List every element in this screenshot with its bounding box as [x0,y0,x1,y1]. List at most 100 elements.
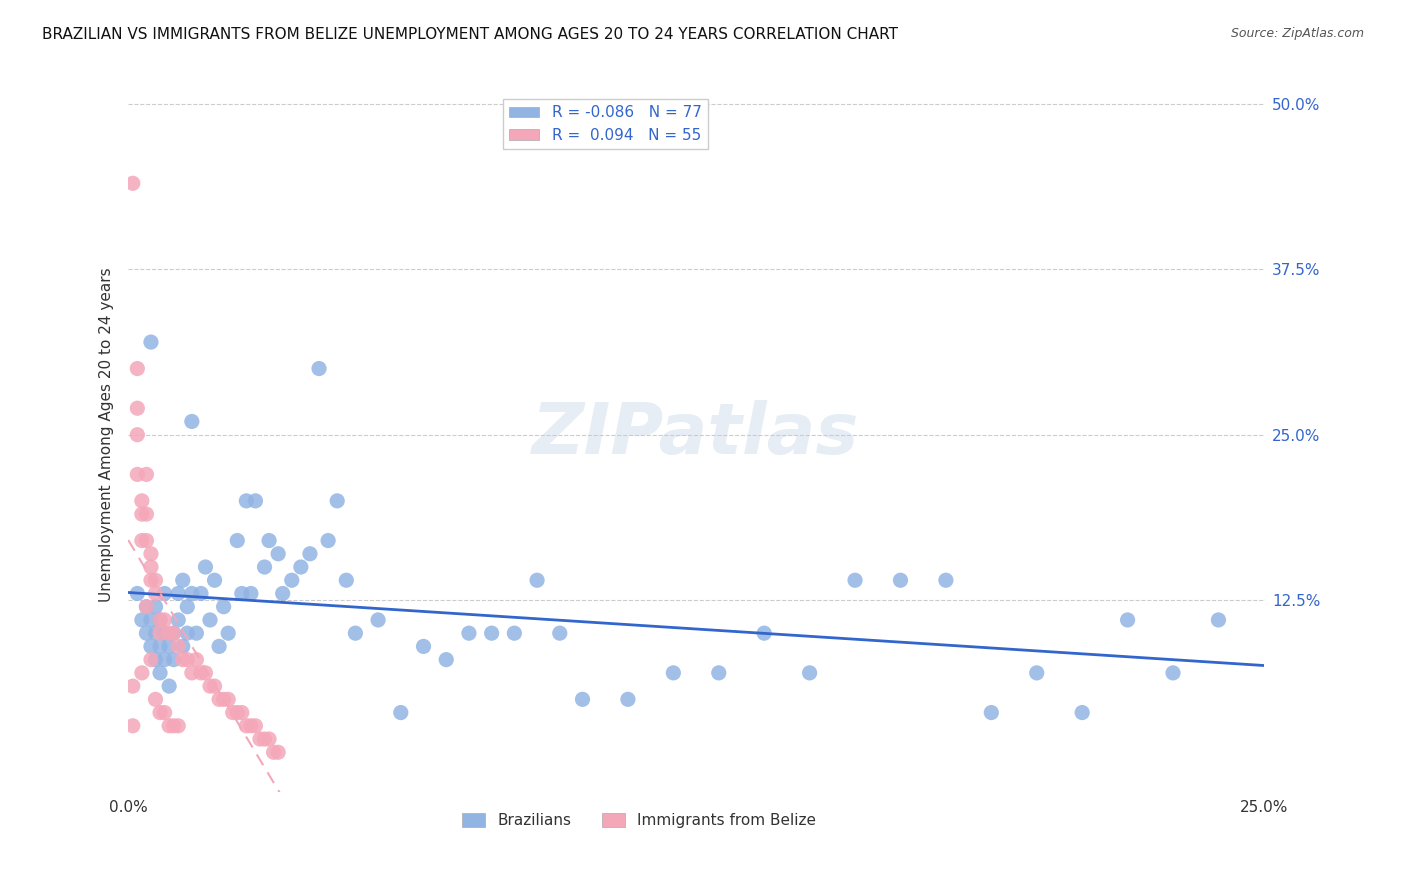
Point [180,665,202,680]
Point [481,626,503,640]
Point [222,706,245,720]
Point [245,494,267,508]
Point [163,626,186,640]
Point [1116,613,1139,627]
Point [235,494,257,508]
Point [167,640,190,654]
Point [1025,665,1047,680]
Point [172,640,194,654]
Point [198,679,221,693]
Point [153,653,176,667]
Point [257,732,280,747]
Point [434,653,457,667]
Point [167,613,190,627]
Point [326,494,349,508]
Point [172,574,194,588]
Point [135,599,157,614]
Point [548,626,571,640]
Point [290,560,312,574]
Point [163,653,186,667]
Point [208,692,231,706]
Point [139,653,162,667]
Point [190,586,212,600]
Point [176,653,198,667]
Point [145,599,167,614]
Point [257,533,280,548]
Point [149,626,172,640]
Point [253,732,276,747]
Point [131,533,153,548]
Point [1208,613,1230,627]
Point [271,586,294,600]
Legend: Brazilians, Immigrants from Belize: Brazilians, Immigrants from Belize [457,807,823,834]
Point [186,653,208,667]
Point [121,719,143,733]
Point [226,706,249,720]
Point [135,626,157,640]
Point [145,692,167,706]
Y-axis label: Unemployment Among Ages 20 to 24 years: Unemployment Among Ages 20 to 24 years [100,268,114,602]
Point [253,560,276,574]
Point [226,533,249,548]
Point [139,560,162,574]
Point [367,613,389,627]
Point [127,586,149,600]
Point [217,626,239,640]
Point [458,626,481,640]
Point [235,719,257,733]
Point [131,494,153,508]
Point [180,586,202,600]
Point [135,599,157,614]
Point [754,626,776,640]
Point [135,533,157,548]
Point [217,692,239,706]
Point [157,719,180,733]
Point [707,665,730,680]
Point [281,574,304,588]
Point [149,613,172,627]
Point [844,574,866,588]
Point [163,626,186,640]
Point [526,574,548,588]
Point [135,507,157,521]
Point [131,613,153,627]
Point [194,560,217,574]
Point [194,665,217,680]
Point [167,586,190,600]
Point [267,745,290,759]
Point [139,640,162,654]
Point [267,547,290,561]
Point [135,467,157,482]
Point [172,653,194,667]
Point [139,613,162,627]
Point [571,692,593,706]
Point [980,706,1002,720]
Point [139,334,162,349]
Point [190,665,212,680]
Point [204,574,226,588]
Point [249,732,271,747]
Text: ZIPatlas: ZIPatlas [533,401,859,469]
Point [335,574,357,588]
Point [412,640,434,654]
Point [145,626,167,640]
Point [231,706,253,720]
Point [212,599,235,614]
Point [149,665,172,680]
Point [176,599,198,614]
Point [208,640,231,654]
Point [198,613,221,627]
Point [298,547,321,561]
Point [239,719,262,733]
Point [239,586,262,600]
Text: Source: ZipAtlas.com: Source: ZipAtlas.com [1230,27,1364,40]
Point [149,640,172,654]
Point [186,626,208,640]
Point [145,653,167,667]
Point [1071,706,1094,720]
Point [139,547,162,561]
Point [131,507,153,521]
Point [662,665,685,680]
Point [316,533,339,548]
Point [157,626,180,640]
